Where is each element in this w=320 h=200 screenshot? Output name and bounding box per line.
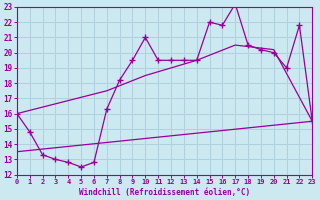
X-axis label: Windchill (Refroidissement éolien,°C): Windchill (Refroidissement éolien,°C) <box>79 188 250 197</box>
